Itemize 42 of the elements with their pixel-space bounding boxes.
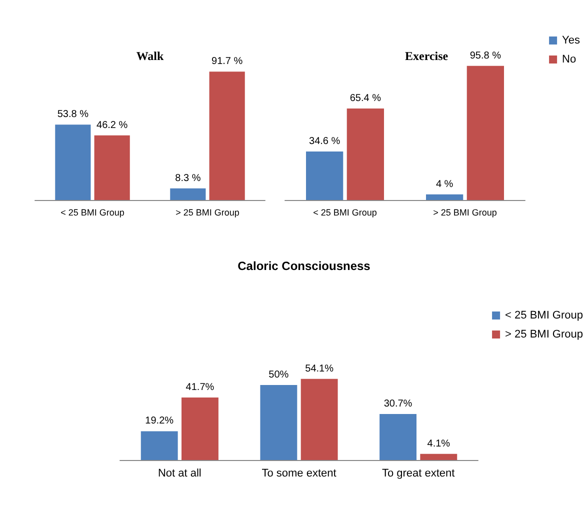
data-label: 54.1% [305, 363, 334, 374]
bar [140, 431, 178, 460]
bar [260, 385, 298, 460]
legend-label: > 25 BMI Group [505, 328, 584, 340]
bar [209, 72, 245, 200]
bar [420, 454, 458, 460]
x-tick-label: To some extent [262, 468, 336, 480]
bar [466, 66, 504, 200]
data-label: 53.8 % [57, 109, 89, 120]
legend-label: No [562, 54, 576, 66]
bar [182, 397, 218, 460]
bar [306, 152, 344, 200]
chart-title: Caloric Consciousness [238, 259, 371, 273]
x-tick-label: < 25 BMI Group [313, 208, 377, 218]
data-label: 46.2 % [96, 120, 128, 131]
data-label: 19.2% [145, 416, 174, 427]
data-label: 91.7 % [212, 56, 243, 68]
x-tick-label: < 25 BMI Group [60, 208, 124, 218]
data-label: 8.3 % [175, 172, 201, 184]
bar [346, 108, 384, 200]
data-label: 50% [268, 370, 289, 380]
bar [426, 194, 464, 200]
x-tick-label: > 25 BMI Group [433, 208, 497, 218]
x-tick-label: > 25 BMI Group [176, 208, 240, 218]
bar [380, 414, 416, 460]
x-tick-label: Not at all [158, 468, 202, 480]
bar [55, 124, 91, 200]
legend-label: Yes [562, 34, 580, 46]
data-label: 4.1% [427, 438, 450, 450]
bar [170, 188, 206, 200]
data-label: 65.4 % [350, 92, 382, 104]
data-label: 41.7% [186, 382, 214, 393]
bar [94, 135, 130, 200]
x-tick-label: To great extent [382, 468, 455, 480]
chart-title: Walk [136, 49, 164, 63]
data-label: 95.8 % [470, 50, 502, 62]
data-label: 30.7% [384, 398, 412, 410]
data-label: 4 % [436, 178, 454, 190]
bar [300, 378, 338, 460]
legend-label: < 25 BMI Group [505, 310, 584, 322]
chart-title: Exercise [405, 49, 449, 63]
data-label: 34.6 % [309, 136, 340, 148]
